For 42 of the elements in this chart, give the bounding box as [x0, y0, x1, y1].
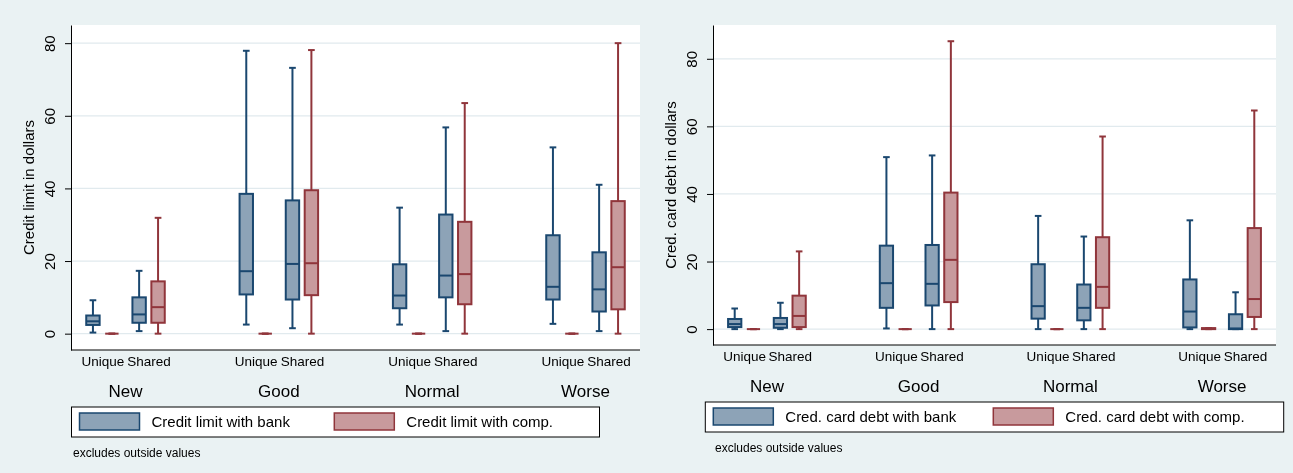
- x-tick-label: Shared: [127, 353, 171, 369]
- y-tick-label: 80: [41, 35, 58, 52]
- y-tick-label: 0: [683, 325, 700, 334]
- x-tick-label: Shared: [433, 353, 478, 369]
- legend-label: Cred. card debt with bank: [785, 408, 957, 425]
- y-tick-label: 20: [683, 253, 700, 271]
- text: Worse: [1197, 377, 1247, 396]
- x-tick-label: Shared: [1071, 348, 1116, 364]
- text: New: [749, 377, 785, 396]
- x-tick-label: Unique: [1178, 348, 1222, 364]
- x-tick-label: Unique: [81, 353, 125, 369]
- y-tick-label: 40: [41, 180, 58, 198]
- y-tick-label: 60: [41, 107, 58, 125]
- x-tick-label: Shared: [280, 353, 325, 369]
- text: excludes outside values: [715, 441, 843, 455]
- y-tick-label: 20: [41, 253, 58, 270]
- text: Normal: [1042, 377, 1098, 396]
- x-tick-label: Unique: [388, 353, 431, 369]
- y-tick-label: 40: [683, 186, 700, 203]
- legend-label: Credit limit with bank: [151, 413, 291, 430]
- x-tick-label: Unique: [723, 348, 766, 364]
- x-tick-label: Unique: [234, 353, 278, 369]
- y-axis-title: Cred. card debt in dollars: [662, 101, 679, 269]
- x-tick-label: Shared: [920, 348, 964, 364]
- text: Normal: [404, 382, 460, 401]
- text: Worse: [561, 382, 610, 401]
- x-tick-label: Shared: [1223, 348, 1268, 364]
- text: New: [108, 382, 144, 401]
- text: Good: [897, 377, 940, 396]
- text: excludes outside values: [73, 446, 201, 460]
- y-tick-label: 80: [683, 50, 700, 68]
- x-tick-label: Unique: [1026, 348, 1070, 364]
- y-axis-title: Credit limit in dollars: [20, 119, 37, 256]
- text: Good: [258, 382, 300, 401]
- x-tick-label: Unique: [541, 353, 585, 369]
- y-tick-label: 60: [683, 118, 700, 136]
- x-tick-label: Shared: [587, 353, 631, 369]
- legend-label: Cred. card debt with comp.: [1065, 408, 1245, 425]
- x-tick-label: Unique: [874, 348, 918, 364]
- x-tick-label: Shared: [768, 348, 813, 364]
- legend-label: Credit limit with comp.: [406, 413, 553, 430]
- y-tick-label: 0: [41, 329, 58, 339]
